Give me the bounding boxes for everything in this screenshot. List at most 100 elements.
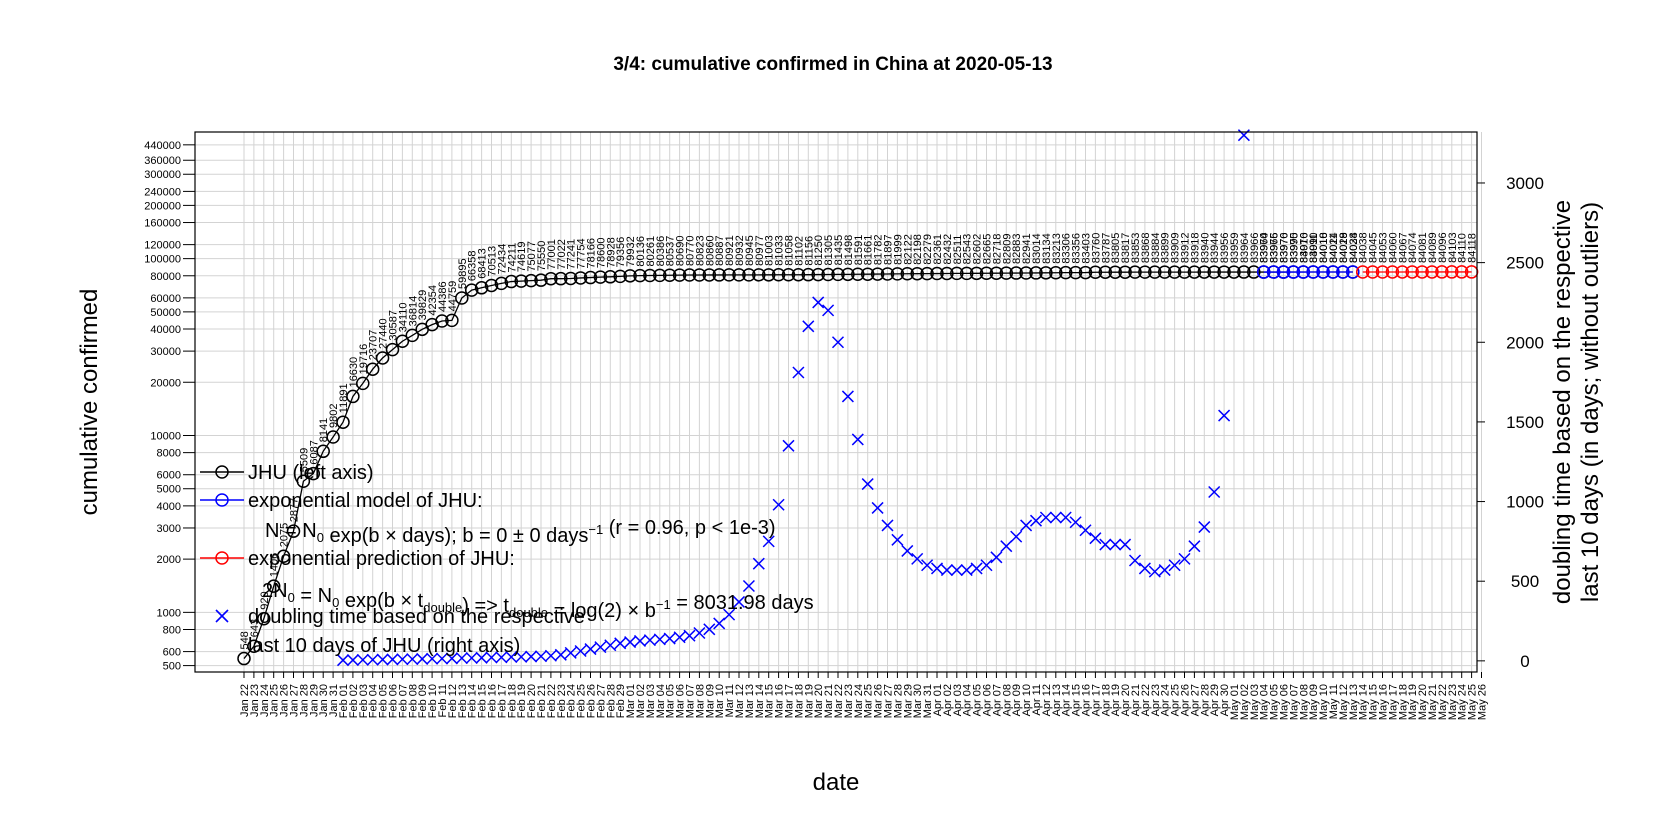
- y-tick-label: 300000: [144, 169, 181, 181]
- data-point: [405, 328, 420, 343]
- x-tick-label: May 26: [1477, 684, 1489, 720]
- data-label: 81156: [803, 236, 815, 266]
- data-point-x: [713, 617, 726, 630]
- x-tick-label: May 01: [1229, 684, 1241, 720]
- data-label: 81435: [833, 235, 845, 266]
- data-label: 77001: [546, 239, 558, 270]
- x-tick-label: Apr 16: [1081, 684, 1093, 716]
- data-label: 82511: [952, 235, 964, 265]
- data-point-x: [1079, 524, 1092, 537]
- y2-tick-label: 2500: [1506, 254, 1544, 273]
- y-tick-label: 120000: [144, 240, 181, 252]
- data-point: [316, 444, 330, 459]
- data-point-x: [1099, 538, 1112, 551]
- x-tick-label: Apr 09: [1011, 684, 1023, 716]
- x-tick-label: Jan 29: [308, 684, 320, 717]
- x-tick-label: Apr 15: [1071, 684, 1083, 716]
- legend-formula-2: 2N0 = N0 exp(b × tdouble) => tdouble = l…: [262, 580, 814, 622]
- data-point-x: [921, 559, 934, 572]
- data-point-x: [1020, 519, 1033, 532]
- data-label: 81058: [784, 235, 796, 266]
- x-tick-label: Feb 13: [457, 684, 469, 718]
- data-point-x: [871, 501, 884, 514]
- data-label: 81897: [883, 234, 895, 265]
- data-label: 82432: [942, 234, 954, 265]
- data-point-x: [525, 650, 538, 663]
- x-tick-label: Feb 14: [467, 684, 479, 718]
- legend-marker-x: [215, 609, 229, 623]
- x-tick-label: Apr 19: [1110, 684, 1122, 716]
- legend: JHU (left axis) exponential model of JHU:…: [200, 462, 814, 657]
- y2-tick-label: 2000: [1506, 333, 1544, 352]
- data-label: 75077: [526, 241, 538, 272]
- data-point-x: [742, 579, 755, 593]
- data-point: [306, 466, 321, 481]
- y-tick-label: 60000: [150, 293, 181, 305]
- x-tick-label: Feb 11: [437, 684, 449, 717]
- x-tick-label: Apr 01: [932, 684, 944, 716]
- data-label: 79356: [615, 237, 627, 268]
- x-tick-label: Apr 06: [982, 684, 994, 716]
- data-point-x: [505, 650, 518, 664]
- data-label: 643: [249, 619, 261, 637]
- data-point-x: [970, 562, 983, 575]
- x-tick-label: May 09: [1308, 684, 1320, 720]
- y2-tick-label: 0: [1520, 652, 1529, 671]
- data-label: 77241: [566, 239, 578, 270]
- data-label: 2075: [279, 523, 291, 547]
- y2-tick-label: 1500: [1506, 413, 1544, 432]
- data-label: 27440: [378, 318, 390, 349]
- x-tick-label: Apr 21: [1130, 684, 1142, 716]
- data-point-x: [762, 535, 775, 548]
- y-axis-left: 500 600 800 1000 2000 3000 4000 5000 6000 8000 100…: [144, 140, 195, 673]
- legend-item-label: exponential prediction of JHU:: [248, 548, 515, 570]
- x-tick-label: Mar 01: [625, 684, 637, 718]
- x-tick-label: Mar 15: [764, 684, 776, 718]
- x-tick-label: May 11: [1328, 684, 1340, 719]
- x-tick-label: Apr 26: [1180, 684, 1192, 716]
- data-point: [474, 281, 489, 295]
- grid: [195, 132, 1482, 672]
- x-tick-label: May 10: [1318, 684, 1330, 720]
- x-tick-label: Mar 04: [655, 684, 667, 718]
- data-label: 23707: [368, 330, 380, 361]
- data-point-x: [1039, 511, 1052, 524]
- data-label: 34110: [397, 302, 409, 332]
- data-point-x: [772, 498, 785, 511]
- data-point-x: [435, 652, 449, 665]
- data-label: 59895: [457, 258, 469, 289]
- x-tick-label: May 14: [1358, 684, 1370, 720]
- data-label: 75550: [536, 241, 548, 272]
- data-point: [326, 430, 340, 444]
- x-tick-label: Apr 27: [1189, 684, 1201, 716]
- x-tick-label: Feb 07: [397, 684, 409, 718]
- data-label: 83909: [1170, 233, 1182, 264]
- data-label: 83990: [1288, 232, 1300, 263]
- data-point-x: [683, 629, 696, 642]
- x-tick-label: Apr 18: [1100, 684, 1112, 716]
- data-label: 83970: [1279, 232, 1291, 263]
- x-tick-label: Apr 12: [1041, 684, 1053, 716]
- data-label: 83760: [1090, 233, 1102, 264]
- x-tick-label: Mar 14: [754, 684, 766, 718]
- data-point-x: [831, 336, 845, 349]
- data-point-x: [544, 649, 557, 662]
- x-tick-label: Apr 24: [1160, 684, 1172, 716]
- data-label: 83014: [1031, 233, 1043, 264]
- data-point: [296, 474, 311, 489]
- x-tick-label: May 24: [1457, 684, 1469, 720]
- data-point-x: [703, 623, 716, 636]
- y-tick-label: 4000: [157, 501, 181, 513]
- y-tick-label: 10000: [150, 430, 181, 442]
- y-tick-label: 5000: [157, 484, 181, 496]
- x-tick-label: Feb 15: [477, 684, 489, 718]
- legend-marker: [215, 465, 229, 479]
- data-label: 83817: [1120, 233, 1132, 264]
- data-label: 83306: [1061, 233, 1073, 264]
- data-point-x: [693, 626, 706, 640]
- x-tick-label: Apr 03: [952, 684, 964, 716]
- data-point-x: [594, 641, 607, 654]
- data-label: 81782: [873, 234, 885, 265]
- data-point: [484, 278, 499, 293]
